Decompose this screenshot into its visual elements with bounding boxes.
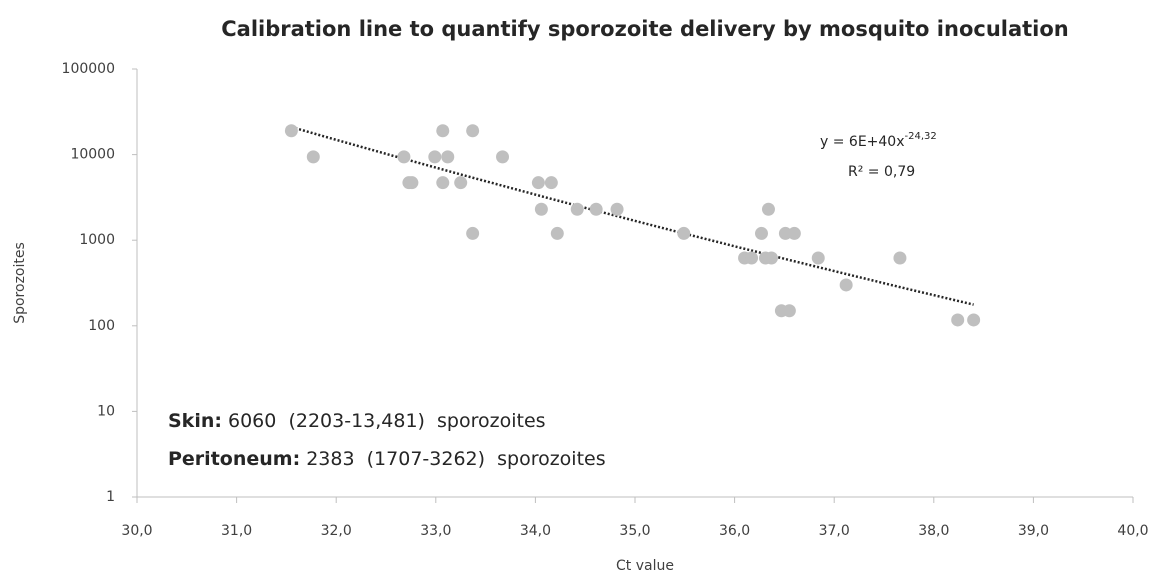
equation-text: y = 6E+40x [820,134,905,150]
x-tick-label: 34,0 [520,523,551,539]
x-axis-label: Ct value [616,558,674,574]
trend-r2: R² = 0,79 [848,164,915,180]
trend-equation: y = 6E+40x-24,32 [820,131,937,150]
annotation: Peritoneum: 2383 (1707-3262) sporozoites [168,448,606,470]
point [754,226,768,240]
point [436,176,450,190]
equation-exponent: -24,32 [905,131,937,142]
point [839,278,853,292]
point [397,150,411,164]
point [745,251,759,265]
trendline [291,125,974,306]
annotation-text: 2383 (1707-3262) sporozoites [300,448,605,470]
point [570,202,584,216]
x-tick-label: 31,0 [221,523,252,539]
annotation-bold: Skin: [168,410,222,432]
x-tick-label: 37,0 [819,523,850,539]
point [436,124,450,138]
point [466,226,480,240]
point [811,251,825,265]
annotation-bold: Peritoneum: [168,448,300,470]
x-tick-label: 39,0 [1018,523,1049,539]
x-tick-label: 35,0 [619,523,650,539]
point [284,124,298,138]
point [531,176,545,190]
annotation: Skin: 6060 (2203-13,481) sporozoites [168,410,546,432]
point [405,176,419,190]
x-tick-label: 38,0 [918,523,949,539]
point [782,304,796,318]
point [951,313,965,327]
y-tick-label: 100 [88,318,115,334]
point [306,150,320,164]
point [764,251,778,265]
y-axis-label: Sporozoites [12,242,28,324]
point [778,226,792,240]
point [761,202,775,216]
chart-title: Calibration line to quantify sporozoite … [221,17,1069,41]
point [534,202,548,216]
x-tick-label: 32,0 [321,523,352,539]
y-tick-label: 100000 [62,61,115,77]
y-tick-label: 1000 [79,232,115,248]
annotation-text: 6060 (2203-13,481) sporozoites [222,410,546,432]
point [610,202,624,216]
point [677,226,691,240]
y-tick-label: 10 [97,403,115,419]
point [428,150,442,164]
point [893,251,907,265]
point [441,150,455,164]
y-tick-label: 10000 [70,147,115,163]
point [967,313,981,327]
point [454,176,468,190]
point [496,150,510,164]
x-tick-label: 40,0 [1117,523,1148,539]
x-tick-label: 30,0 [121,523,152,539]
x-tick-label: 36,0 [719,523,750,539]
y-tick-label: 1 [106,489,115,505]
point [550,226,564,240]
point [589,202,603,216]
point [544,176,558,190]
x-tick-label: 33,0 [420,523,451,539]
point [466,124,480,138]
point [787,226,801,240]
